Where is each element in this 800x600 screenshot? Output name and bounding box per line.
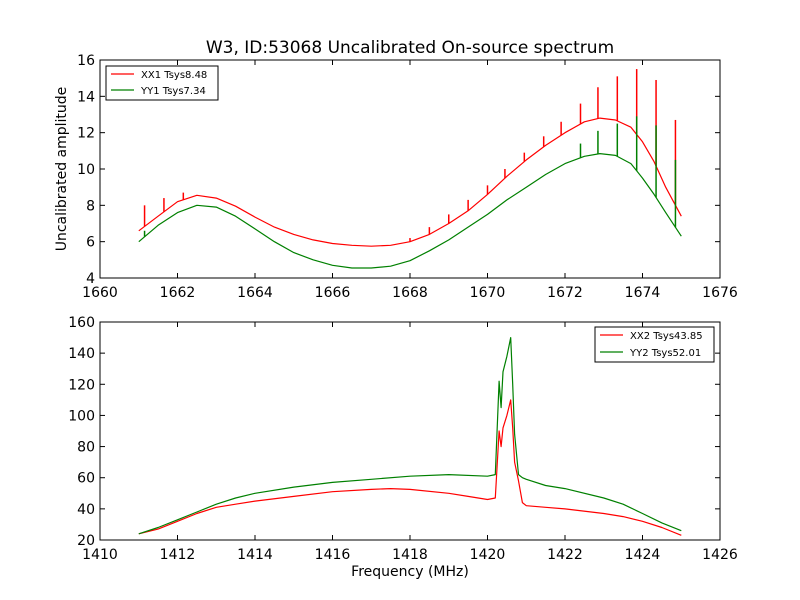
- top-x-tick-label: 1676: [702, 285, 738, 301]
- bottom-panel: 1410 1412 1414 1416 1418 1420 1422 1424 1426 20 4…: [68, 315, 738, 580]
- bottom-legend-label-xx2: XX2 Tsys43.85: [630, 331, 703, 342]
- top-x-tick-label: 1662: [160, 285, 196, 301]
- bottom-y-tick-label: 20: [77, 533, 95, 549]
- bottom-x-tick-label: 1416: [315, 547, 351, 563]
- top-y-tick-label: 14: [77, 89, 95, 105]
- top-series-1-line: [138, 117, 682, 247]
- top-legend-label-xx1: XX1 Tsys8.48: [141, 70, 207, 81]
- bottom-x-tick-label: 1424: [625, 547, 661, 563]
- bottom-x-tick-label: 1426: [702, 547, 738, 563]
- bottom-y-ticks: 20 40 60 80 100 120 140 160: [68, 315, 720, 549]
- bottom-legend-label-yy2: YY2 Tsys52.01: [629, 348, 701, 359]
- bottom-series-1-line: [138, 399, 682, 536]
- bottom-legend: XX2 Tsys43.85 YY2 Tsys52.01: [594, 326, 715, 363]
- bottom-x-ticks: 1410 1412 1414 1416 1418 1420 1422 1424 1426: [82, 322, 738, 563]
- top-x-tick-label: 1672: [547, 285, 583, 301]
- top-plot-data: [138, 69, 682, 269]
- bottom-y-tick-label: 80: [77, 440, 95, 456]
- bottom-y-tick-label: 120: [68, 377, 95, 393]
- top-x-ticks: 1660 1662 1664 1666 1668 1670 1672 1674 1676: [82, 60, 738, 301]
- top-legend-box: [105, 65, 219, 101]
- chart-title: W3, ID:53068 Uncalibrated On-source spec…: [206, 38, 614, 58]
- bottom-x-tick-label: 1418: [392, 547, 428, 563]
- bottom-y-tick-label: 160: [68, 315, 95, 331]
- bottom-series-2-line: [138, 337, 682, 535]
- top-y-tick-label: 8: [86, 198, 95, 214]
- bottom-y-tick-label: 100: [68, 408, 95, 424]
- top-x-tick-label: 1664: [237, 285, 273, 301]
- bottom-y-tick-label: 40: [77, 502, 95, 518]
- bottom-x-tick-label: 1412: [160, 547, 196, 563]
- top-y-tick-label: 10: [77, 162, 95, 178]
- top-panel: 1660 1662 1664 1666 1668 1670 1672 1674 1676 4 6 8…: [54, 53, 738, 301]
- bottom-y-tick-label: 140: [68, 346, 95, 362]
- bottom-y-tick-label: 60: [77, 471, 95, 487]
- top-legend-label-yy1: YY1 Tsys7.34: [140, 86, 206, 97]
- bottom-x-tick-label: 1422: [547, 547, 583, 563]
- top-legend: XX1 Tsys8.48 YY1 Tsys7.34: [105, 65, 219, 101]
- bottom-plot-data: [138, 337, 682, 536]
- top-y-tick-label: 4: [86, 271, 95, 287]
- top-x-tick-label: 1674: [625, 285, 661, 301]
- top-y-axis-label: Uncalibrated amplitude: [54, 87, 70, 252]
- top-y-tick-label: 16: [77, 53, 95, 69]
- top-y-tick-label: 6: [86, 235, 95, 251]
- bottom-x-axis-label: Frequency (MHz): [351, 564, 469, 580]
- top-x-tick-label: 1666: [315, 285, 351, 301]
- top-series-2-line: [138, 153, 682, 269]
- top-x-tick-label: 1668: [392, 285, 428, 301]
- bottom-x-tick-label: 1420: [470, 547, 506, 563]
- top-x-tick-label: 1660: [82, 285, 118, 301]
- top-y-tick-label: 12: [77, 126, 95, 142]
- top-y-ticks: 4 6 8 10 12 14 16: [77, 53, 720, 287]
- bottom-x-tick-label: 1414: [237, 547, 273, 563]
- bottom-legend-box: [594, 326, 715, 363]
- bottom-x-tick-label: 1410: [82, 547, 118, 563]
- top-x-tick-label: 1670: [470, 285, 506, 301]
